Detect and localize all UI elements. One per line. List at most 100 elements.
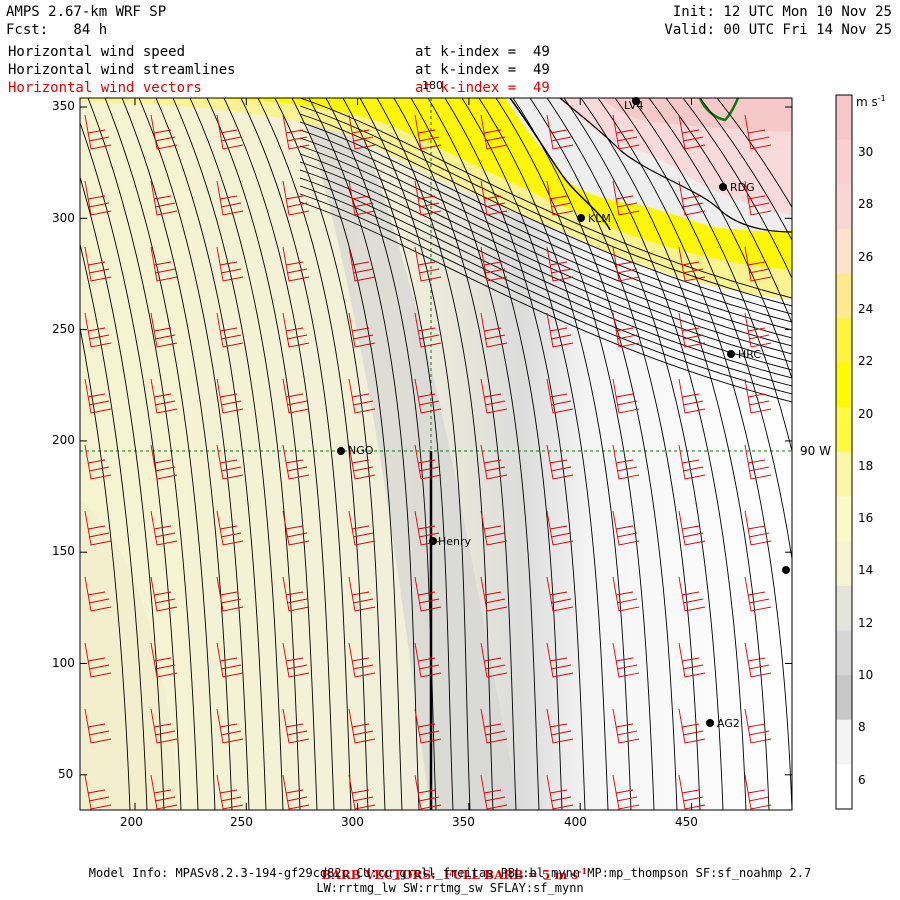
barb-note-exp: -1: [578, 866, 587, 876]
wind-barb: [744, 378, 772, 414]
wind-barb: [612, 576, 640, 612]
streamline: [512, 98, 678, 810]
wind-barb: [348, 708, 376, 744]
wind-barb: [546, 378, 574, 414]
streamline: [376, 98, 494, 810]
wind-barb: [744, 774, 772, 810]
wind-barb: [282, 774, 310, 810]
wind-barb: [546, 312, 574, 348]
streamline: [478, 98, 632, 810]
model-info-2: LW:rrtmg_lw SW:rrtmg_sw SFLAY:sf_mynn: [316, 881, 584, 895]
wind-barb: [348, 444, 376, 480]
wind-barb: [150, 444, 178, 480]
station-Henry[interactable]: [429, 537, 437, 545]
colorbar-swatch: [836, 496, 852, 542]
wind-barb: [348, 114, 376, 150]
colorbar-label: 22: [858, 354, 874, 369]
colorbar-label: 26: [858, 249, 874, 264]
colorbar-swatch: [836, 764, 852, 810]
colorbar-label: 28: [858, 197, 874, 212]
streamline: [80, 325, 131, 810]
wind-barb: [678, 246, 706, 282]
wind-barb: [84, 246, 112, 282]
station-NGO[interactable]: [337, 447, 345, 455]
wind-barb: [546, 114, 574, 150]
colorbar-frame: [835, 94, 853, 810]
streamline: [240, 98, 352, 810]
wind-barb: [744, 312, 772, 348]
streamline: [155, 98, 267, 810]
wind-barb: [216, 378, 244, 414]
plot-frame: [79, 97, 793, 811]
wind-barb: [414, 312, 442, 348]
wind-barb: [216, 246, 244, 282]
wind-barb: [414, 444, 442, 480]
streamline: [546, 98, 724, 810]
wind-barb: [678, 312, 706, 348]
streamline-jet: [299, 98, 792, 299]
wind-barb: [84, 444, 112, 480]
x-tick-350: 350: [452, 815, 475, 829]
wind-barb: [612, 510, 640, 546]
streamline: [80, 121, 182, 810]
wind-barb: [150, 510, 178, 546]
wind-barb: [216, 708, 244, 744]
station-label-NGO: NGO: [348, 444, 374, 457]
wind-barb: [678, 378, 706, 414]
streamline: [325, 98, 437, 810]
streamline: [597, 98, 792, 810]
streamline-jet: [299, 169, 792, 371]
station-RDG[interactable]: [719, 183, 727, 191]
wind-barb: [84, 576, 112, 612]
wind-barb: [414, 576, 442, 612]
wind-barb: [480, 774, 508, 810]
streamline: [563, 98, 747, 810]
model-title: AMPS 2.67-km WRF SP: [6, 4, 167, 20]
wind-barb: [216, 180, 244, 216]
streamline: [206, 98, 318, 810]
wind-barb: [216, 114, 244, 150]
streamline: [410, 98, 540, 810]
station-AG2[interactable]: [706, 719, 714, 727]
station-unnamed[interactable]: [782, 566, 790, 574]
wind-barb: [216, 312, 244, 348]
wind-barb: [348, 510, 376, 546]
y-tick-50: 50: [58, 767, 74, 781]
streamline: [121, 98, 233, 810]
wind-barb: [216, 444, 244, 480]
wind-barb: [744, 180, 772, 216]
wind-barb: [282, 510, 310, 546]
colorbar-swatch: [836, 541, 852, 587]
wind-barb: [348, 576, 376, 612]
colorbar-swatch: [836, 407, 852, 453]
wind-barb: [414, 114, 442, 150]
wind-barb: [480, 642, 508, 678]
streamline-jet: [299, 193, 792, 395]
station-label-AG2: AG2: [717, 717, 740, 730]
axis-ticks: [80, 98, 792, 810]
wind-barb: [678, 444, 706, 480]
station-HRC[interactable]: [727, 350, 735, 358]
colorbar-label: 20: [858, 406, 874, 421]
streamline: [87, 98, 199, 810]
wind-barb: [612, 180, 640, 216]
x-tick-250: 250: [230, 815, 253, 829]
y-tick-350: 350: [52, 99, 75, 113]
station-LV4[interactable]: [632, 97, 640, 105]
streamline-jet: [299, 153, 792, 355]
valid-time: Valid: 00 UTC Fri 14 Nov 25: [664, 22, 892, 38]
wind-barb: [84, 510, 112, 546]
wind-barb: [150, 180, 178, 216]
wind-barb: [282, 114, 310, 150]
wind-barb: [612, 642, 640, 678]
wind-barb: [84, 774, 112, 810]
wind-barb: [414, 180, 442, 216]
wind-barb: [546, 180, 574, 216]
station-KLM[interactable]: [577, 214, 585, 222]
wind-barb: [744, 444, 772, 480]
colorbar-label: 14: [858, 563, 874, 578]
field-level-speed: at k-index = 49: [415, 44, 550, 60]
wind-barb: [282, 312, 310, 348]
streamline-jet: [299, 121, 792, 323]
